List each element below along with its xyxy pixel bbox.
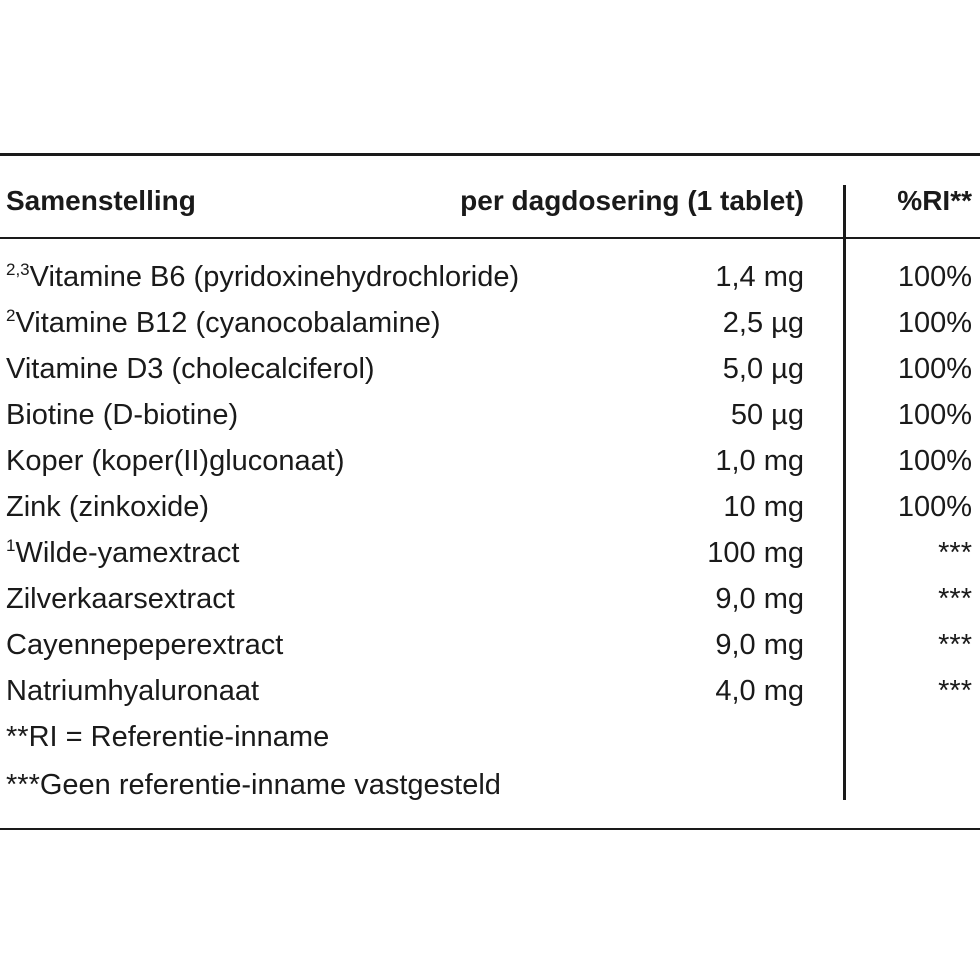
ingredient: Zink (zinkoxide): [6, 487, 209, 527]
ingredient: Natriumhyaluronaat: [6, 671, 259, 711]
ingredient-name: Koper (koper(II)gluconaat): [6, 445, 345, 477]
ingredient: 1Wilde-yamextract: [6, 533, 239, 573]
bottom-border: [0, 828, 980, 830]
amount: 100 mg: [707, 537, 804, 569]
footnote-ref: 1: [6, 536, 16, 555]
ri: 100%: [897, 261, 972, 293]
footnote: **RI = Referentie-inname: [6, 721, 330, 753]
amount: 2,5 µg: [722, 307, 804, 339]
ingredient-name: Zilverkaarsextract: [6, 583, 235, 615]
amount: 4,0 mg: [715, 675, 804, 707]
ingredient-name: Cayennepeperextract: [6, 629, 284, 661]
amount: 50 µg: [730, 399, 804, 431]
ingredient: Zilverkaarsextract: [6, 579, 235, 619]
amount: 5,0 µg: [722, 353, 804, 385]
header-rule: [0, 237, 980, 239]
header-cell: per dagdosering (1 tablet): [460, 185, 804, 216]
ingredient-name: Natriumhyaluronaat: [6, 675, 260, 707]
ingredient-name: Wilde-yamextract: [15, 537, 240, 569]
header-cell: %RI**: [897, 185, 972, 216]
ingredient-name: Zink (zinkoxide): [6, 491, 210, 523]
footnote-ref: 2: [6, 306, 16, 325]
amount: 10 mg: [723, 491, 804, 523]
ingredient-name: Biotine (D-biotine): [6, 399, 239, 431]
column-divider: [843, 185, 846, 800]
ri: 100%: [897, 353, 972, 385]
amount: 1,4 mg: [715, 261, 804, 293]
ingredient: 2,3Vitamine B6 (pyridoxinehydrochloride): [6, 257, 519, 297]
amount: 9,0 mg: [715, 629, 804, 661]
ingredient: Koper (koper(II)gluconaat): [6, 441, 345, 481]
ri: 100%: [897, 399, 972, 431]
ingredient: 2Vitamine B12 (cyanocobalamine): [6, 303, 441, 343]
ingredient: Cayennepeperextract: [6, 625, 283, 665]
ri: ***: [938, 583, 972, 615]
footnote: ***Geen referentie-inname vastgesteld: [6, 769, 501, 801]
footnote-ref: 2,3: [6, 260, 30, 279]
ri: 100%: [897, 307, 972, 339]
ingredient-name: Vitamine D3 (cholecalciferol): [6, 353, 375, 385]
ingredient-name: Vitamine B6 (pyridoxinehydrochloride): [29, 261, 520, 293]
amount: 1,0 mg: [715, 445, 804, 477]
ri: ***: [938, 537, 972, 569]
header-cell: Samenstelling: [6, 185, 196, 216]
ingredient-name: Vitamine B12 (cyanocobalamine): [15, 307, 441, 339]
ri: 100%: [897, 445, 972, 477]
ri: ***: [938, 629, 972, 661]
ingredient: Vitamine D3 (cholecalciferol): [6, 349, 375, 389]
ri: 100%: [897, 491, 972, 523]
ingredient: Biotine (D-biotine): [6, 395, 238, 435]
ri: ***: [938, 675, 972, 707]
top-border: [0, 153, 980, 156]
amount: 9,0 mg: [715, 583, 804, 615]
